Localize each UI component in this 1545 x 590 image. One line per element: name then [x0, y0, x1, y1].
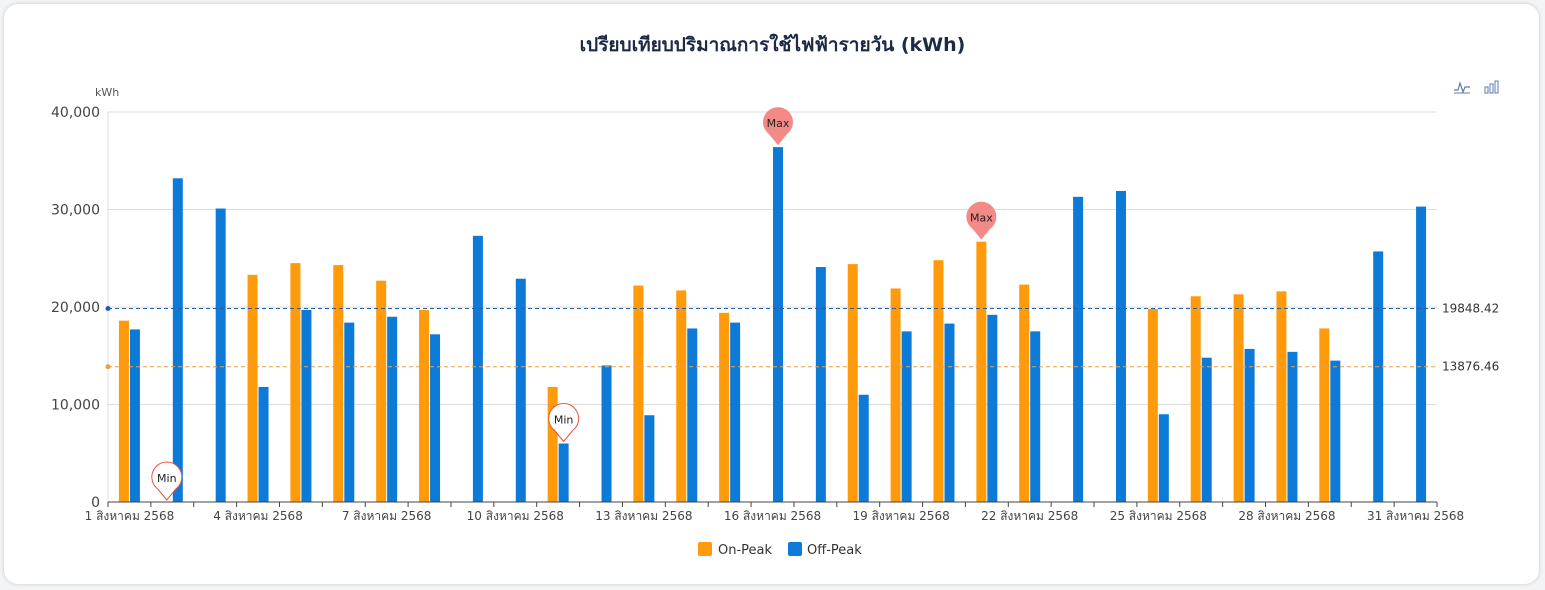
bar-off-peak-21[interactable] — [987, 314, 998, 502]
bar-off-peak-6[interactable] — [344, 322, 355, 502]
bar-on-peak-11[interactable] — [547, 386, 558, 502]
bar-on-peak-15[interactable] — [719, 312, 730, 502]
bar-off-peak-29[interactable] — [1330, 360, 1341, 502]
bar-on-peak-20[interactable] — [933, 260, 944, 502]
bar-off-peak-9[interactable] — [472, 235, 483, 502]
mark-line-label: 19848.42 — [1442, 301, 1499, 315]
bar-off-peak-23[interactable] — [1073, 196, 1084, 502]
mark-point-label: Max — [970, 212, 993, 225]
mark-point-min[interactable]: Min — [548, 403, 580, 443]
x-tick-label: 13 สิงหาคม 2568 — [595, 509, 692, 523]
bar-off-peak-8[interactable] — [430, 334, 441, 502]
bar-off-peak-26[interactable] — [1201, 357, 1212, 502]
bar-off-peak-31[interactable] — [1416, 206, 1427, 502]
y-tick-label: 20,000 — [51, 300, 100, 316]
bar-off-peak-15[interactable] — [730, 322, 741, 502]
bar-off-peak-25[interactable] — [1158, 414, 1169, 502]
mark-line-start — [105, 305, 111, 311]
mark-point-max[interactable]: Max — [763, 107, 794, 146]
bar-off-peak-7[interactable] — [387, 316, 398, 502]
y-axis: 0 10,000 20,000 30,000 40,000 — [51, 105, 109, 511]
bar-off-peak-18[interactable] — [858, 394, 869, 502]
bar-on-peak-28[interactable] — [1276, 291, 1287, 502]
mark-point-label: Max — [767, 117, 790, 130]
bars — [118, 147, 1427, 503]
bar-off-peak-16[interactable] — [773, 147, 783, 502]
y-tick-label: 30,000 — [51, 203, 100, 219]
bar-off-peak-14[interactable] — [687, 328, 698, 502]
bar-on-peak-6[interactable] — [333, 265, 344, 502]
mark-point-max[interactable]: Max — [966, 201, 997, 240]
bar-on-peak-22[interactable] — [1019, 284, 1030, 502]
bar-off-peak-1[interactable] — [129, 329, 140, 502]
legend-swatch — [788, 542, 802, 556]
bar-off-peak-3[interactable] — [215, 208, 226, 502]
bar-off-peak-24[interactable] — [1115, 190, 1126, 502]
bar-off-peak-19[interactable] — [901, 331, 912, 502]
mark-point-min[interactable]: Min — [151, 461, 183, 501]
y-tick-label: 10,000 — [51, 398, 100, 414]
toolbox[interactable] — [1454, 80, 1500, 94]
bar-off-peak-5[interactable] — [301, 309, 312, 502]
y-axis-label: kWh — [95, 86, 119, 99]
x-tick-label: 4 สิงหาคม 2568 — [213, 509, 303, 523]
bar-off-peak-12[interactable] — [601, 365, 612, 503]
legend[interactable]: On-Peak Off-Peak — [698, 542, 862, 558]
bar-off-peak-30[interactable] — [1373, 251, 1384, 502]
mark-points: Max Max Min Min — [151, 107, 997, 501]
mark-point-label: Min — [554, 414, 574, 427]
bar-on-peak-1[interactable] — [118, 320, 129, 502]
x-axis: 1 สิงหาคม 2568 4 สิงหาคม 2568 7 สิงหาคม 25… — [85, 501, 1464, 523]
bar-on-peak-14[interactable] — [676, 290, 687, 502]
bar-off-peak-11[interactable] — [558, 443, 569, 503]
mark-line-start — [105, 364, 111, 370]
legend-item-off-peak[interactable]: Off-Peak — [788, 542, 862, 558]
bar-off-peak-10[interactable] — [515, 278, 526, 502]
bar-on-peak-21[interactable] — [976, 241, 987, 503]
line-chart-icon[interactable] — [1454, 80, 1470, 94]
bar-off-peak-4[interactable] — [258, 386, 269, 502]
bar-on-peak-18[interactable] — [847, 264, 858, 502]
x-tick-label: 10 สิงหาคม 2568 — [467, 509, 564, 523]
bar-off-peak-2[interactable] — [172, 178, 183, 503]
bar-off-peak-27[interactable] — [1244, 348, 1255, 502]
bar-on-peak-13[interactable] — [633, 285, 644, 502]
bar-on-peak-8[interactable] — [419, 309, 430, 502]
mark-point-label: Min — [157, 472, 177, 485]
bar-on-peak-4[interactable] — [247, 274, 258, 502]
y-tick-label: 40,000 — [51, 105, 100, 121]
bar-off-peak-22[interactable] — [1030, 331, 1041, 502]
bar-on-peak-5[interactable] — [290, 263, 301, 502]
x-tick-label: 28 สิงหาคม 2568 — [1238, 509, 1335, 523]
x-tick-label: 1 สิงหาคม 2568 — [85, 509, 175, 523]
bar-on-peak-7[interactable] — [376, 280, 387, 502]
mark-lines: 19848.42 13876.46 — [105, 301, 1499, 374]
legend-swatch — [698, 542, 712, 556]
x-tick-label: 25 สิงหาคม 2568 — [1110, 509, 1207, 523]
bar-off-peak-13[interactable] — [644, 415, 655, 502]
x-tick-label: 7 สิงหาคม 2568 — [342, 509, 432, 523]
y-tick-label: 0 — [91, 495, 100, 511]
x-tick-label: 22 สิงหาคม 2568 — [981, 509, 1078, 523]
bar-off-peak-20[interactable] — [944, 323, 955, 502]
bar-on-peak-29[interactable] — [1319, 328, 1330, 502]
bar-on-peak-19[interactable] — [890, 288, 901, 502]
legend-label: On-Peak — [718, 543, 773, 558]
legend-item-on-peak[interactable]: On-Peak — [698, 542, 773, 558]
bar-chart-icon[interactable] — [1484, 80, 1500, 94]
chart-title: เปรียบเทียบปริมาณการใช้ไฟฟ้ารายวัน (kWh) — [579, 34, 966, 56]
x-tick-label: 16 สิงหาคม 2568 — [724, 509, 821, 523]
bar-on-peak-25[interactable] — [1147, 308, 1158, 502]
bar-off-peak-17[interactable] — [815, 267, 826, 502]
bar-off-peak-28[interactable] — [1287, 351, 1298, 502]
legend-label: Off-Peak — [807, 543, 862, 558]
x-tick-label: 19 สิงหาคม 2568 — [853, 509, 950, 523]
mark-line-label: 13876.46 — [1442, 360, 1499, 374]
bar-on-peak-27[interactable] — [1233, 294, 1244, 502]
x-tick-label: 31 สิงหาคม 2568 — [1367, 509, 1464, 523]
bar-on-peak-26[interactable] — [1190, 296, 1201, 502]
